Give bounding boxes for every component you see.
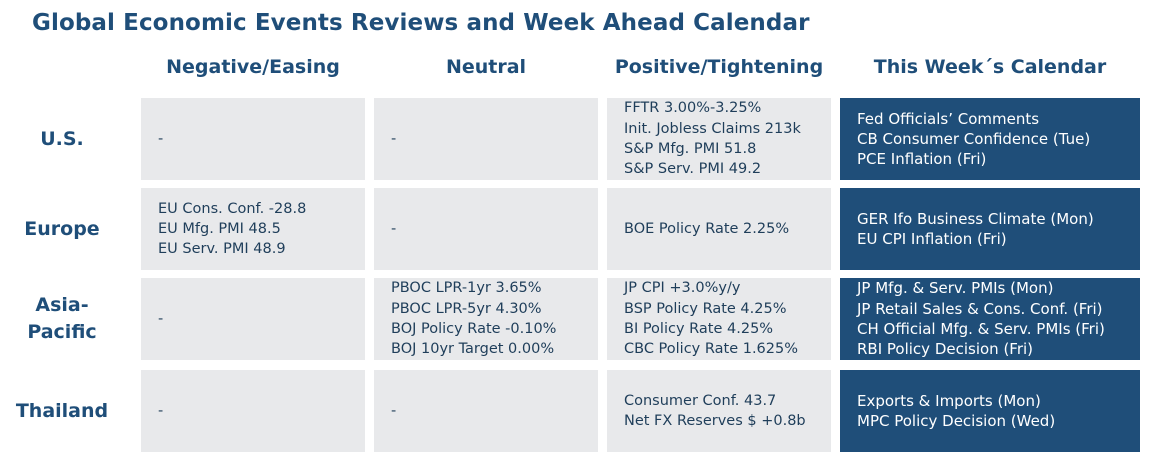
cell-line: FFTR 3.00%-3.25% xyxy=(624,100,762,117)
column-header-calendar: This Week´s Calendar xyxy=(873,56,1107,78)
cell-line: Fed Officials’ Comments xyxy=(857,109,1040,128)
cell-line: - xyxy=(391,130,397,147)
cell-line: PBOC LPR-1yr 3.65% xyxy=(391,280,542,297)
cell-line: BOJ 10yr Target 0.00% xyxy=(391,341,555,358)
cell-line: GER Ifo Business Climate (Mon) xyxy=(857,209,1094,228)
cell-line: PCE Inflation (Fri) xyxy=(857,150,987,169)
cell-asia-pacific-calendar: JP Mfg. & Serv. PMIs (Mon) JP Retail Sale… xyxy=(840,278,1140,360)
row-label-europe: Europe xyxy=(24,217,100,240)
cell-us-positive: FFTR 3.00%-3.25% Init. Jobless Claims 213… xyxy=(607,98,831,180)
cell-asia-pacific-negative: - xyxy=(141,278,365,360)
page-title: Global Economic Events Reviews and Week … xyxy=(32,10,810,36)
cell-line: CB Consumer Confidence (Tue) xyxy=(857,129,1091,148)
cell-thailand-calendar: Exports & Imports (Mon) MPC Policy Decisi… xyxy=(840,370,1140,452)
cell-line: BSP Policy Rate 4.25% xyxy=(624,300,787,317)
cell-line: - xyxy=(391,402,397,419)
cell-line: S&P Serv. PMI 49.2 xyxy=(624,161,762,178)
cell-line: RBI Policy Decision (Fri) xyxy=(857,340,1034,359)
cell-europe-neutral: - xyxy=(374,188,598,270)
cell-europe-negative: EU Cons. Conf. -28.8 EU Mfg. PMI 48.5 EU S… xyxy=(141,188,365,270)
row-label-thailand: Thailand xyxy=(15,399,109,422)
row-label-asia-pacific-line-1: Asia- xyxy=(35,294,89,316)
cell-asia-pacific-positive: JP CPI +3.0%y/y BSP Policy Rate 4.25% BI P… xyxy=(607,278,831,360)
cell-us-calendar: Fed Officials’ Comments CB Consumer Confi… xyxy=(840,98,1140,180)
cell-thailand-negative: - xyxy=(141,370,365,452)
cell-line: EU CPI Inflation (Fri) xyxy=(857,230,1007,248)
cell-line: CH Official Mfg. & Serv. PMIs (Fri) xyxy=(857,320,1105,338)
cell-us-negative: - xyxy=(141,98,365,180)
cell-line: - xyxy=(158,130,164,147)
cell-thailand-neutral: - xyxy=(374,370,598,452)
cell-europe-calendar: GER Ifo Business Climate (Mon) EU CPI Inf… xyxy=(840,188,1140,270)
cell-line: - xyxy=(391,220,397,237)
cell-line: S&P Mfg. PMI 51.8 xyxy=(624,141,757,157)
cell-line: CBC Policy Rate 1.625% xyxy=(624,341,799,358)
cell-line: Exports & Imports (Mon) xyxy=(857,391,1041,410)
row-label-asia-pacific-line-2: Pacific xyxy=(27,321,97,343)
cell-line: JP Retail Sales & Cons. Conf. (Fri) xyxy=(857,299,1103,318)
cell-line: PBOC LPR-5yr 4.30% xyxy=(391,300,542,317)
cell-line: EU Mfg. PMI 48.5 xyxy=(158,220,281,237)
cell-us-neutral: - xyxy=(374,98,598,180)
cell-line: - xyxy=(158,310,164,327)
cell-line: EU Serv. PMI 48.9 xyxy=(158,241,286,258)
column-header-neutral: Neutral xyxy=(445,56,527,78)
column-header-negative: Negative/Easing xyxy=(166,56,340,78)
cell-line: BOJ Policy Rate -0.10% xyxy=(391,321,557,337)
cell-line: JP Mfg. & Serv. PMIs (Mon) xyxy=(857,279,1054,298)
cell-line: JP CPI +3.0%y/y xyxy=(624,280,741,297)
row-label-asia-pacific: Asia- Pacific xyxy=(0,278,124,360)
cell-line: EU Cons. Conf. -28.8 xyxy=(158,200,307,217)
row-label-us: U.S. xyxy=(40,127,84,150)
cell-thailand-positive: Consumer Conf. 43.7 Net FX Reserves $ +0.… xyxy=(607,370,831,452)
cell-line: MPC Policy Decision (Wed) xyxy=(857,412,1056,430)
cell-europe-positive: BOE Policy Rate 2.25% xyxy=(607,188,831,270)
cell-asia-pacific-neutral: PBOC LPR-1yr 3.65% PBOC LPR-5yr 4.30% BOJ … xyxy=(374,278,598,360)
cell-line: BOE Policy Rate 2.25% xyxy=(624,220,790,237)
cell-line: - xyxy=(158,402,164,419)
cell-line: BI Policy Rate 4.25% xyxy=(624,321,774,337)
cell-line: Init. Jobless Claims 213k xyxy=(624,120,801,137)
cell-line: Net FX Reserves $ +0.8b xyxy=(624,413,806,429)
column-header-positive: Positive/Tightening xyxy=(614,56,824,78)
cell-line: Consumer Conf. 43.7 xyxy=(624,392,777,409)
